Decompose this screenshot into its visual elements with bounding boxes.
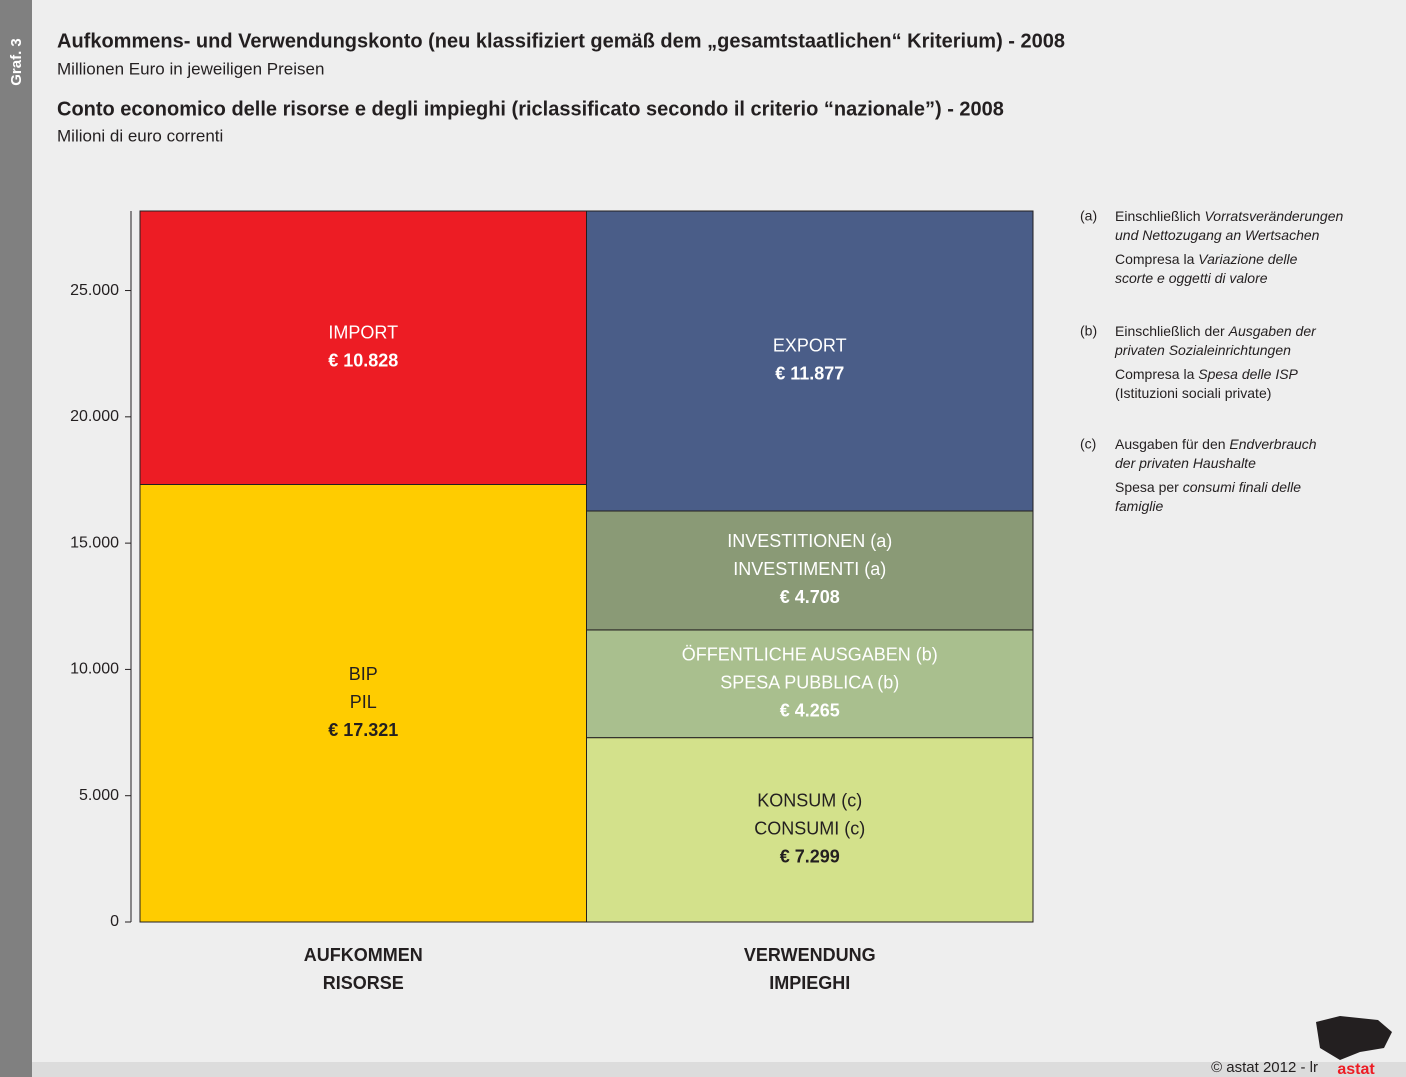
segment-label: INVESTIMENTI (a) (733, 559, 886, 579)
value-label: € 4.265 (780, 701, 840, 721)
chart-title-2: Conto economico delle risorse e degli im… (57, 98, 1004, 120)
note-line: (Istituzioni sociali private) (1115, 385, 1271, 401)
logo-text: astat (1337, 1061, 1375, 1077)
segment-label: IMPORT (328, 322, 398, 342)
y-tick-label: 20.000 (70, 408, 119, 425)
note-marker: (b) (1080, 323, 1097, 339)
y-tick-label: 10.000 (70, 661, 119, 678)
note-line: famiglie (1115, 498, 1163, 514)
note-text: privaten Sozialeinrichtungen (1114, 342, 1291, 358)
segment-label: ÖFFENTLICHE AUSGABEN (b) (682, 645, 938, 665)
note-line: der privaten Haushalte (1115, 455, 1256, 471)
note-text: Einschließlich der (1115, 323, 1229, 339)
segment-label: SPESA PUBBLICA (b) (720, 673, 899, 693)
value-label: € 7.299 (780, 847, 840, 867)
bar-segment (586, 737, 1034, 923)
note-text: Ausgaben der (1228, 323, 1318, 339)
side-label: Graf. 3 (8, 38, 25, 86)
footer: © astat 2012 - lr (1211, 1059, 1318, 1076)
note-text: Compresa la (1115, 366, 1198, 382)
chart-title: Aufkommens- und Verwendungskonto (neu kl… (57, 30, 1065, 52)
note-text: Spesa delle ISP (1198, 366, 1298, 382)
note-text: scorte e oggetti di valore (1115, 270, 1268, 286)
note-line: Compresa la Variazione delle (1115, 251, 1298, 267)
note-text: der privaten Haushalte (1115, 455, 1256, 471)
note-text: (Istituzioni sociali private) (1115, 385, 1271, 401)
note-text: Variazione delle (1198, 251, 1297, 267)
bar-segment (586, 629, 1034, 739)
logo-shape (1316, 1016, 1392, 1060)
y-tick-label: 15.000 (70, 534, 119, 551)
note-text: und Nettozugang an Wertsachen (1115, 227, 1320, 243)
note-line: Einschließlich Vorratsveränderungen (1115, 208, 1343, 224)
x-tick-label: AUFKOMMEN (304, 945, 423, 965)
note-line: Compresa la Spesa delle ISP (1115, 366, 1299, 382)
bar-segment (586, 210, 1034, 512)
note-line: scorte e oggetti di valore (1115, 270, 1268, 286)
segment-label: KONSUM (c) (757, 791, 862, 811)
y-tick-label: 0 (110, 913, 119, 930)
bar-segment (586, 510, 1034, 631)
chart-subtitle: Millionen Euro in jeweiligen Preisen (57, 59, 324, 78)
value-label: € 11.877 (775, 364, 844, 384)
segment-label: EXPORT (773, 336, 847, 356)
note-line: privaten Sozialeinrichtungen (1114, 342, 1291, 358)
note-line: Spesa per consumi finali delle (1115, 479, 1301, 495)
segment-label: PIL (350, 692, 377, 712)
y-tick-label: 25.000 (70, 282, 119, 299)
segment-label: INVESTITIONEN (a) (727, 531, 892, 551)
bar-segment (139, 483, 587, 923)
note-text: Endverbrauch (1229, 436, 1316, 452)
x-tick-label: RISORSE (323, 973, 404, 993)
y-tick-label: 5.000 (79, 787, 119, 804)
side-strip (0, 0, 32, 1077)
note-text: famiglie (1115, 498, 1163, 514)
bar-segment (139, 210, 587, 485)
segment-label: BIP (349, 664, 378, 684)
footer-strip (32, 1062, 1406, 1077)
note-line: Ausgaben für den Endverbrauch (1115, 436, 1317, 452)
x-tick-label: IMPIEGHI (769, 973, 850, 993)
note-text: Einschließlich (1115, 208, 1204, 224)
note-text: Spesa per (1115, 479, 1183, 495)
note-marker: (a) (1080, 208, 1097, 224)
chart-subtitle-2: Milioni di euro correnti (57, 126, 223, 145)
note-text: Compresa la (1115, 251, 1198, 267)
segment-label: CONSUMI (c) (754, 819, 865, 839)
note-line: und Nettozugang an Wertsachen (1115, 227, 1320, 243)
value-label: € 4.708 (780, 587, 840, 607)
x-tick-label: VERWENDUNG (744, 945, 876, 965)
note-line: Einschließlich der Ausgaben der (1115, 323, 1317, 339)
note-text: Vorratsveränderungen (1204, 208, 1343, 224)
note-text: consumi finali delle (1183, 479, 1301, 495)
value-label: € 10.828 (328, 350, 398, 370)
note-text: Ausgaben für den (1115, 436, 1229, 452)
note-marker: (c) (1080, 436, 1096, 452)
value-label: € 17.321 (328, 720, 398, 740)
